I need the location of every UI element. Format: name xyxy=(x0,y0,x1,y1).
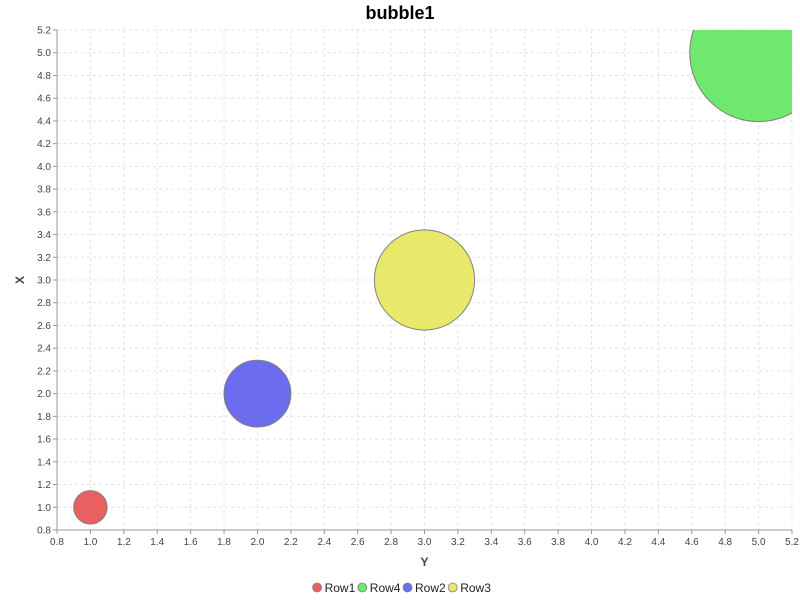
y-tick-label: 4.4 xyxy=(37,116,51,127)
x-tick-label: 4.0 xyxy=(585,537,599,548)
x-tick-label: 1.8 xyxy=(217,537,231,548)
x-tick-label: 2.2 xyxy=(284,537,298,548)
bubble-row3 xyxy=(373,229,476,331)
y-tick-label: 5.2 xyxy=(37,26,51,37)
y-tick-label: 3.0 xyxy=(37,276,51,287)
x-tick-label: 2.6 xyxy=(351,537,365,548)
x-tick-label: 2.4 xyxy=(317,537,331,548)
y-tick-label: 4.8 xyxy=(37,71,51,82)
y-tick-label: 3.8 xyxy=(37,185,51,196)
y-tick-label: 1.2 xyxy=(37,480,51,491)
x-tick-label: 3.4 xyxy=(484,537,498,548)
x-tick-label: 2.8 xyxy=(384,537,398,548)
y-tick-label: 2.6 xyxy=(37,321,51,332)
x-tick-label: 4.2 xyxy=(618,537,632,548)
y-tick-label: 0.8 xyxy=(37,526,51,537)
legend-item-row1: Row1 xyxy=(312,581,356,595)
legend-marker xyxy=(447,582,458,593)
x-tick-label: 1.0 xyxy=(83,537,97,548)
y-tick-label: 4.2 xyxy=(37,139,51,150)
legend-item-row2: Row2 xyxy=(402,581,446,595)
legend: Row1 Row4 Row2 Row3 xyxy=(312,581,491,595)
bubble-row1 xyxy=(73,490,108,525)
x-axis-title: Y xyxy=(420,555,428,569)
y-tick-label: 5.0 xyxy=(37,48,51,59)
y-tick-label: 3.6 xyxy=(37,207,51,218)
y-tick-label: 4.6 xyxy=(37,94,51,105)
bubble-layer xyxy=(73,30,792,525)
y-tick-label: 2.8 xyxy=(37,298,51,309)
legend-marker xyxy=(312,582,323,593)
bubble-row4 xyxy=(689,30,792,123)
x-axis-ticks: 0.8 1.0 1.2 1.4 1.6 1.8 2.0 2.2 2.4 2.6 2.8 3.0 3.2 3… xyxy=(50,530,799,548)
y-tick-label: 1.8 xyxy=(37,412,51,423)
chart-title: bubble1 xyxy=(365,3,434,23)
y-tick-label: 2.4 xyxy=(37,344,51,355)
legend-label: Row4 xyxy=(370,581,401,595)
x-tick-label: 1.4 xyxy=(150,537,164,548)
x-tick-label: 4.4 xyxy=(651,537,665,548)
x-tick-label: 1.2 xyxy=(117,537,131,548)
legend-marker xyxy=(402,582,413,593)
x-tick-label: 1.6 xyxy=(184,537,198,548)
y-tick-label: 3.4 xyxy=(37,230,51,241)
y-axis-title: X xyxy=(13,276,27,284)
bubble-row2 xyxy=(223,359,292,428)
legend-label: Row2 xyxy=(415,581,446,595)
x-tick-label: 3.0 xyxy=(418,537,432,548)
x-tick-label: 0.8 xyxy=(50,537,64,548)
x-tick-label: 3.8 xyxy=(551,537,565,548)
x-tick-label: 3.2 xyxy=(451,537,465,548)
y-tick-label: 3.2 xyxy=(37,253,51,264)
x-tick-label: 5.2 xyxy=(785,537,799,548)
y-tick-label: 1.6 xyxy=(37,435,51,446)
x-tick-label: 4.8 xyxy=(718,537,732,548)
y-tick-label: 1.0 xyxy=(37,503,51,514)
y-axis-ticks: 0.8 1.0 1.2 1.4 1.6 1.8 2.0 2.2 2.4 2.6 2.8 3.0 3.2 3… xyxy=(37,26,57,537)
legend-marker xyxy=(357,582,368,593)
x-tick-label: 3.6 xyxy=(518,537,532,548)
y-tick-label: 2.0 xyxy=(37,389,51,400)
legend-item-row4: Row4 xyxy=(357,581,401,595)
x-tick-label: 4.6 xyxy=(685,537,699,548)
legend-label: Row3 xyxy=(460,581,491,595)
x-tick-label: 2.0 xyxy=(251,537,265,548)
y-tick-label: 4.0 xyxy=(37,162,51,173)
legend-item-row3: Row3 xyxy=(447,581,491,595)
y-tick-label: 2.2 xyxy=(37,366,51,377)
legend-label: Row1 xyxy=(325,581,356,595)
x-tick-label: 5.0 xyxy=(752,537,766,548)
y-tick-label: 1.4 xyxy=(37,457,51,468)
